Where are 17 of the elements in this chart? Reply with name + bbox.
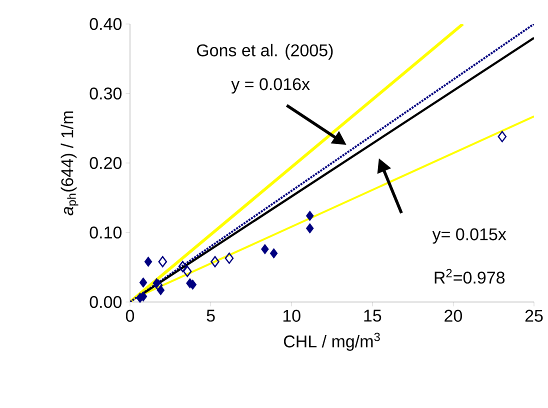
annotation: Gons et al. (2005) [196,44,333,60]
x-axis-title: CHL / mg/m$^{3}$ [284,332,380,351]
y-tick-label: 0.30 [90,87,122,100]
y-tick-label: 0.40 [90,18,122,30]
y-tick-label: 0.20 [90,156,122,170]
x-tick-label: 20 [444,310,462,322]
y-axis-title: a$_{ph}$(644) / 1/m [60,111,78,216]
x-tick-label: 5 [206,310,215,322]
x-tick-label: 10 [283,310,300,322]
annotation: y= 0.015x [432,228,506,244]
x-tick-label: 0 [126,310,134,322]
x-tick-label: 25 [525,310,543,322]
annotation: R$^{2}$=0.978 [434,268,505,284]
y-tick-label: 0.10 [90,226,122,239]
x-tick-label: 15 [364,310,382,322]
y-tick-label: 0.00 [90,296,122,308]
annotation: y = 0.016x [231,78,310,94]
